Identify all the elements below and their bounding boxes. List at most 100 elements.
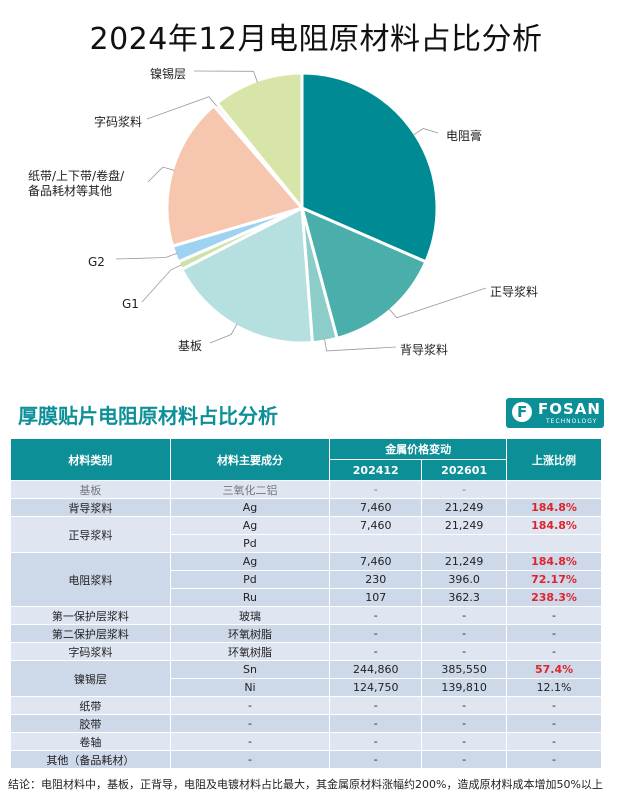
cell-price-a: - xyxy=(329,624,423,643)
cell-price-b xyxy=(421,534,508,553)
cell-rise: 238.3% xyxy=(506,588,602,607)
cell-component: 三氧化二铝 xyxy=(169,480,331,499)
logo-name: FOSAN xyxy=(538,400,601,418)
cell-price-b: - xyxy=(421,732,508,751)
cell-material: 正导浆料 xyxy=(10,516,171,553)
cell-material: 纸带 xyxy=(10,696,171,715)
pie-label: 纸带/上下带/卷盘/备品耗材等其他 xyxy=(28,168,125,198)
cell-component: - xyxy=(169,714,331,733)
cell-price-a: 7,460 xyxy=(329,498,423,517)
cell-component: - xyxy=(169,696,331,715)
pie-leader-line xyxy=(147,166,175,183)
header-rise: 上涨比例 xyxy=(506,438,602,481)
cell-price-b: 385,550 xyxy=(421,660,508,679)
cell-rise: - xyxy=(506,696,602,715)
cell-price-b: - xyxy=(421,642,508,661)
pie-label-line: 基板 xyxy=(178,339,202,353)
table-row: 其他（备品耗材） - - - - xyxy=(10,750,602,769)
table-row: 第一保护层浆料 玻璃 - - - xyxy=(10,606,602,625)
table-row: Ni 124,750 139,810 12.1% xyxy=(11,678,602,697)
cell-price-a: 7,460 xyxy=(329,552,423,571)
cell-component: 环氧树脂 xyxy=(169,624,331,643)
table-row: 背导浆料 Ag 7,460 21,249 184.8% xyxy=(10,498,602,517)
cell-material: 镍锡层 xyxy=(10,660,171,697)
cell-component: Ru xyxy=(169,588,331,607)
cell-rise: 184.8% xyxy=(506,516,602,535)
cell-component: Sn xyxy=(169,660,331,679)
pie-label: 背导浆料 xyxy=(400,342,448,357)
header-component: 材料主要成分 xyxy=(169,438,331,481)
cell-material: 字码浆料 xyxy=(10,642,171,661)
pie-label-line: 备品耗材等其他 xyxy=(28,184,112,198)
pie-leader-line xyxy=(193,70,258,83)
cell-component: 环氧树脂 xyxy=(169,642,331,661)
conclusion-text: 结论：电阻材料中，基板，正背导，电阻及电镀材料占比最大，其金属原材料涨幅约200… xyxy=(8,778,603,791)
cell-component: 玻璃 xyxy=(169,606,331,625)
cell-price-b: 21,249 xyxy=(421,516,508,535)
cell-price-a: - xyxy=(329,606,423,625)
cell-rise: - xyxy=(506,642,602,661)
pie-leader-line xyxy=(413,128,439,136)
materials-table: 材料类别 材料主要成分 金属价格变动 上涨比例 202412 202601 基板… xyxy=(10,438,602,769)
cell-material: 其他（备品耗材） xyxy=(10,750,171,769)
cell-component: Pd xyxy=(169,534,331,553)
pie-label: 正导浆料 xyxy=(490,284,538,299)
cell-rise: - xyxy=(506,750,602,769)
header-col-a: 202412 xyxy=(329,459,423,481)
cell-rise: - xyxy=(506,606,602,625)
logo-sub: TECHNOLOGY xyxy=(546,418,598,425)
header-price-group: 金属价格变动 xyxy=(329,438,508,460)
cell-price-a xyxy=(329,534,423,553)
table-row: 第二保护层浆料 环氧树脂 - - - xyxy=(10,624,602,643)
pie-label-line: 背导浆料 xyxy=(400,342,448,357)
cell-component: Ag xyxy=(169,516,331,535)
cell-material: 第一保护层浆料 xyxy=(10,606,171,625)
pie-label-line: 电阻膏 xyxy=(446,128,482,143)
cell-component: Ni xyxy=(169,678,331,697)
table-row: 卷轴 - - - - xyxy=(10,732,602,751)
pie-leader-line xyxy=(209,323,238,344)
pie-label-line: 纸带/上下带/卷盘/ xyxy=(28,168,125,183)
cell-rise: 184.8% xyxy=(506,498,602,517)
pie-label: 基板 xyxy=(178,339,202,353)
cell-price-b: 362.3 xyxy=(421,588,508,607)
pie-label: G2 xyxy=(88,255,105,269)
cell-price-a: 124,750 xyxy=(329,678,423,697)
cell-price-a: 7,460 xyxy=(329,516,423,535)
cell-price-a: - xyxy=(329,750,423,769)
cell-price-a: - xyxy=(329,732,423,751)
pie-label: 电阻膏 xyxy=(446,128,482,143)
cell-component: - xyxy=(169,750,331,769)
table-row: 胶带 - - - - xyxy=(10,714,602,733)
pie-label: G1 xyxy=(122,297,139,311)
pie-leader-line xyxy=(388,287,487,319)
pie-label-line: 镍锡层 xyxy=(150,66,186,81)
pie-label-line: G1 xyxy=(122,297,139,311)
cell-price-b: - xyxy=(421,696,508,715)
fosan-logo: F FOSAN TECHNOLOGY xyxy=(506,398,604,428)
cell-price-a: - xyxy=(329,480,423,499)
cell-rise: 72.17% xyxy=(506,570,602,589)
cell-price-a: 230 xyxy=(329,570,423,589)
cell-material: 电阻浆料 xyxy=(10,552,171,607)
table-row: Pd 230 396.0 72.17% xyxy=(11,570,602,589)
cell-rise xyxy=(506,534,602,553)
cell-price-b: - xyxy=(421,750,508,769)
cell-price-b: - xyxy=(421,714,508,733)
cell-material: 背导浆料 xyxy=(10,498,171,517)
cell-price-a: - xyxy=(329,714,423,733)
table-section-title: 厚膜贴片电阻原材料占比分析 xyxy=(18,404,278,428)
cell-component: - xyxy=(169,732,331,751)
table-row: 正导浆料 Ag 7,460 21,249 184.8% xyxy=(10,516,602,553)
cell-rise: 12.1% xyxy=(506,678,602,697)
table-row: 字码浆料 环氧树脂 - - - xyxy=(10,642,602,661)
pie-leader-line xyxy=(324,339,397,352)
pie-label: 镍锡层 xyxy=(150,66,186,81)
cell-price-b: 21,249 xyxy=(421,552,508,571)
cell-rise: 184.8% xyxy=(506,552,602,571)
cell-rise: - xyxy=(506,732,602,751)
logo-mark-icon: F xyxy=(512,402,532,422)
cell-component: Ag xyxy=(169,498,331,517)
cell-rise: 57.4% xyxy=(506,660,602,679)
